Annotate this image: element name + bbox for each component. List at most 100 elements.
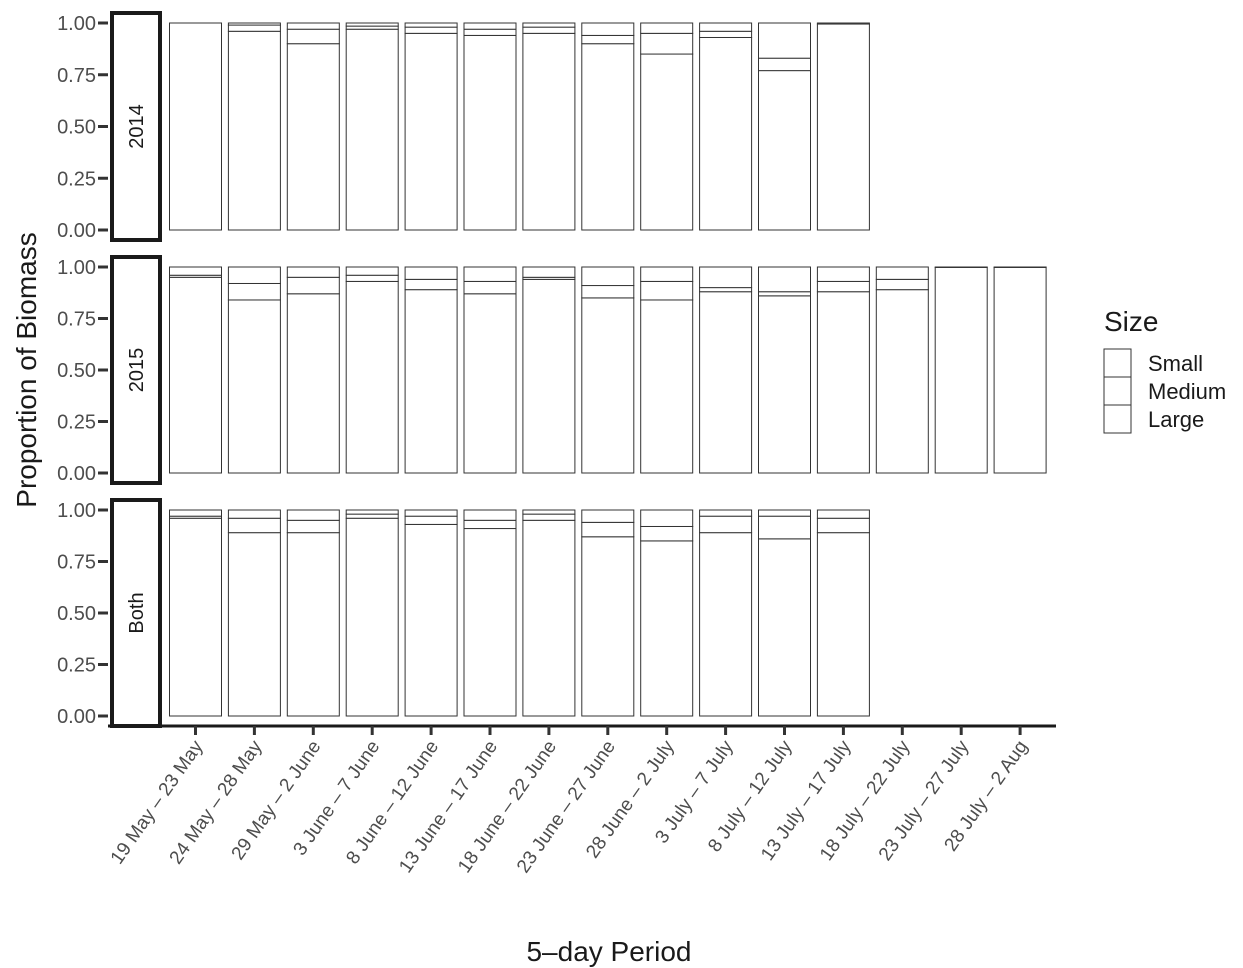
bar-segment-small bbox=[875, 266, 929, 280]
bar-segment-medium bbox=[345, 274, 399, 282]
bar-segment-large bbox=[463, 528, 517, 717]
bar-segment-small bbox=[758, 22, 811, 59]
bar-segment-medium bbox=[640, 280, 694, 301]
y-tick-label: 0.75 bbox=[57, 309, 96, 331]
y-tick-label: 0.75 bbox=[57, 552, 96, 574]
facet-strip bbox=[110, 255, 162, 485]
bar-segment-large bbox=[816, 23, 870, 231]
y-tick-label: 0.00 bbox=[57, 220, 96, 242]
facet-strip bbox=[110, 498, 162, 728]
bar-segment-medium bbox=[227, 517, 281, 534]
bar-segment-small bbox=[758, 266, 811, 293]
facet-panel-2015: 2015 0.00 0.25 0.50 0.75 1.00 bbox=[57, 255, 1047, 485]
bar-segment-medium bbox=[640, 32, 694, 55]
y-tick-label: 1.00 bbox=[57, 13, 96, 35]
bar-segment-medium bbox=[404, 278, 458, 291]
bar-segment-small bbox=[758, 509, 811, 517]
y-tick-label: 0.50 bbox=[57, 603, 96, 625]
bar-segment-large bbox=[758, 295, 811, 474]
facet-panel-2014: 2014 0.00 0.25 0.50 0.75 1.00 bbox=[57, 11, 870, 242]
bar-segment-small bbox=[522, 266, 576, 278]
bar-segment-small bbox=[169, 509, 222, 517]
bar-segment-large bbox=[640, 299, 694, 474]
bar-segment-medium bbox=[816, 280, 870, 293]
bar-segment-small bbox=[581, 22, 635, 36]
bar-segment-small bbox=[345, 509, 399, 515]
y-tick-label: 0.25 bbox=[57, 168, 96, 190]
legend-title: Size bbox=[1104, 306, 1158, 337]
bar-segment-large bbox=[404, 523, 458, 717]
bar-segment-large bbox=[699, 532, 753, 717]
bar-segment-large bbox=[816, 291, 870, 474]
bar-segment-large bbox=[522, 519, 576, 717]
bar-segment-large bbox=[699, 291, 753, 474]
facet-strip-label: 2015 bbox=[126, 348, 148, 393]
bar-segment-small bbox=[581, 509, 635, 523]
bar-segment-medium bbox=[875, 278, 929, 291]
y-tick-label: 0.00 bbox=[57, 706, 96, 728]
bar-segment-medium bbox=[758, 515, 811, 540]
bar-segment-small bbox=[640, 22, 694, 34]
bar-segment-large bbox=[404, 289, 458, 474]
bar-segment-small bbox=[816, 509, 870, 519]
bar-segment-large bbox=[404, 32, 458, 231]
bar-segment-large bbox=[699, 36, 753, 231]
bar-segment-small bbox=[286, 266, 340, 278]
bar-segment-small bbox=[227, 22, 281, 26]
bar-segment-medium bbox=[227, 282, 281, 301]
bar-segment-large bbox=[640, 540, 694, 717]
bar-segment-large bbox=[875, 289, 929, 474]
bar-segment-medium bbox=[522, 26, 576, 34]
bar-segment-small bbox=[699, 22, 753, 32]
bar-segment-small bbox=[463, 266, 517, 282]
y-tick-label: 1.00 bbox=[57, 257, 96, 279]
bar-segment-small bbox=[463, 509, 517, 521]
bar-segment-large bbox=[522, 278, 576, 474]
bar-segment-large bbox=[227, 30, 281, 231]
bar-segment-small bbox=[404, 22, 458, 28]
bar-segment-small bbox=[227, 266, 281, 284]
bar-segment-small bbox=[286, 22, 340, 30]
bar-segment-small bbox=[640, 266, 694, 282]
bar-segment-large bbox=[463, 293, 517, 474]
bar-segment-large bbox=[993, 266, 1047, 474]
bar-segment-small bbox=[699, 266, 753, 289]
bar-segment-small bbox=[640, 509, 694, 527]
bar-segment-large bbox=[522, 32, 576, 231]
bar-segment-large bbox=[227, 532, 281, 717]
y-tick-label: 1.00 bbox=[57, 500, 96, 522]
legend-key-small bbox=[1103, 348, 1132, 378]
y-axis-title: Proportion of Biomass bbox=[11, 232, 42, 507]
bar-segment-small bbox=[169, 266, 222, 276]
legend-key-large bbox=[1103, 404, 1132, 434]
facet-strip-label: Both bbox=[126, 592, 148, 633]
bar-segment-medium bbox=[581, 521, 635, 538]
bar-segment-small bbox=[404, 509, 458, 517]
bar-segment-small bbox=[345, 22, 399, 27]
bar-segment-small bbox=[404, 266, 458, 280]
bar-segment-medium bbox=[463, 280, 517, 295]
bar-segment-large bbox=[463, 34, 517, 231]
bar-segment-medium bbox=[640, 525, 694, 542]
bar-segment-small bbox=[816, 266, 870, 282]
bar-segment-medium bbox=[404, 515, 458, 525]
y-tick-label: 0.00 bbox=[57, 463, 96, 485]
legend-label-large: Large bbox=[1148, 407, 1204, 432]
legend-key-medium bbox=[1103, 376, 1132, 406]
bar-segment-medium bbox=[581, 285, 635, 299]
bar-segment-large bbox=[816, 532, 870, 717]
bar-segment-medium bbox=[758, 291, 811, 297]
legend-label-small: Small bbox=[1148, 351, 1203, 376]
y-tick-label: 0.25 bbox=[57, 412, 96, 434]
bar-segment-large bbox=[758, 538, 811, 717]
legend-label-medium: Medium bbox=[1148, 379, 1226, 404]
bar-segment-large bbox=[581, 536, 635, 717]
x-axis-title: 5–day Period bbox=[526, 936, 691, 967]
bar-segment-large bbox=[169, 517, 222, 717]
bar-segment-medium bbox=[286, 28, 340, 45]
bar-segment-medium bbox=[463, 519, 517, 530]
bar-segment-small bbox=[522, 509, 576, 515]
bar-segment-medium bbox=[758, 57, 811, 72]
bar-segment-large bbox=[345, 517, 399, 717]
bar-segment-medium bbox=[286, 276, 340, 295]
